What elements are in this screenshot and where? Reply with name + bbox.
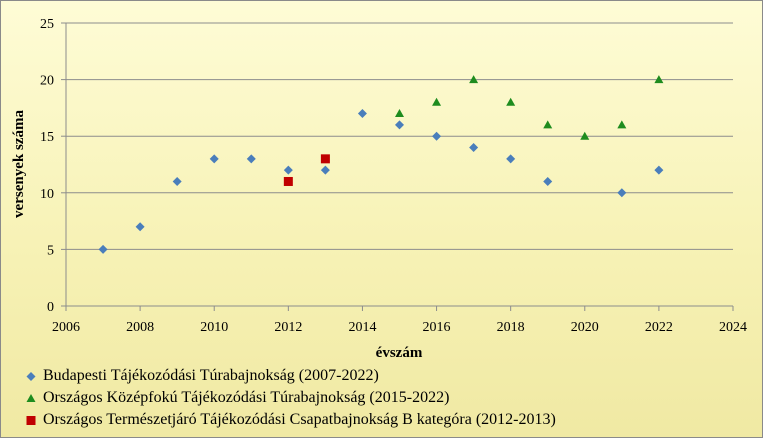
y-tick-label: 0 [47,300,54,315]
data-point-diamond [469,143,479,153]
data-point-diamond [654,165,664,175]
data-point-diamond [357,109,367,119]
x-tick-label: 2018 [497,320,525,335]
legend-symbol-square [26,416,36,425]
data-point-square [283,176,293,186]
data-point-triangle [580,131,590,140]
y-tick-label: 20 [40,74,54,89]
data-point-diamond [617,188,627,198]
legend-marker-square [23,412,39,428]
legend-marker-triangle [23,390,39,406]
data-point-triangle [617,120,627,129]
y-tick-label: 25 [40,17,54,32]
legend-symbol-diamond [26,372,36,381]
data-point-diamond [543,176,553,186]
legend-label: Országos Természetjáró Tájékozódási Csap… [43,411,556,428]
x-tick-label: 2012 [274,320,302,335]
plot-area [66,23,733,306]
data-point-diamond [320,165,330,175]
data-point-triangle [543,120,553,129]
data-point-diamond [209,154,219,164]
y-axis-title: versenyek száma [11,110,27,218]
x-tick-label: 2010 [200,320,228,335]
data-point-diamond [246,154,256,164]
y-tick-label: 10 [40,187,54,202]
series-2 [395,75,664,140]
legend-entry: Budapesti Tájékozódási Túrabajnokság (20… [23,365,556,387]
data-point-diamond [283,165,293,175]
data-point-diamond [395,120,404,130]
legend: Budapesti Tájékozódási Túrabajnokság (20… [23,365,556,431]
data-point-triangle [395,109,404,118]
x-tick-label: 2014 [348,320,376,335]
legend-symbol-triangle [26,394,36,402]
y-tick-label: 5 [47,243,54,258]
x-tick-label: 2020 [571,320,599,335]
y-tick-label: 15 [40,130,54,145]
x-tick-label: 2006 [52,320,80,335]
legend-marker-diamond [23,368,39,384]
series-3 [283,154,330,186]
x-axis-title: évszám [376,345,423,361]
legend-label: Budapesti Tájékozódási Túrabajnokság (20… [43,367,379,384]
legend-entry: Országos Középfokú Tájékozódási Túrabajn… [23,387,556,409]
data-point-square [320,154,330,164]
data-point-triangle [469,75,479,84]
data-point-diamond [432,131,442,141]
legend-entry: Országos Természetjáró Tájékozódási Csap… [23,409,556,431]
data-point-triangle [654,75,664,84]
data-point-diamond [98,244,108,254]
x-tick-label: 2022 [645,320,673,335]
data-point-triangle [432,97,442,106]
data-point-diamond [172,176,182,186]
x-tick-label: 2024 [719,320,747,335]
data-point-triangle [506,97,516,106]
legend-label: Országos Középfokú Tájékozódási Túrabajn… [43,389,450,406]
x-tick-label: 2008 [126,320,154,335]
series-1 [98,109,664,254]
x-tick-label: 2016 [423,320,451,335]
data-point-diamond [135,222,145,232]
data-point-diamond [506,154,516,164]
